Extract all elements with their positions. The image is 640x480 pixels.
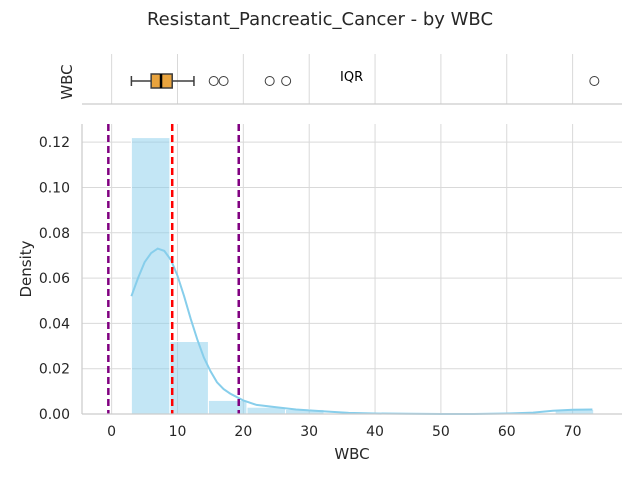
y-tick-label: 0.12 <box>39 135 70 151</box>
histogram-bars <box>130 137 595 415</box>
reference-lines <box>107 124 240 414</box>
x-tick-label: 40 <box>366 424 384 440</box>
x-tick-label: 20 <box>234 424 252 440</box>
histogram-xlabel: WBC <box>334 445 369 463</box>
y-tick-label: 0.04 <box>39 316 70 332</box>
histogram-tick-labels: 0 10 20 30 40 50 60 70 0.00 0.02 0.04 0.06 0.08 0.10 0… <box>39 135 582 440</box>
histogram-bar <box>130 137 171 415</box>
histogram-panel: 0 10 20 30 40 50 60 70 0.00 0.02 0.04 0.06 0.08 0.10 0… <box>17 124 622 463</box>
histogram-bar <box>207 399 248 415</box>
box-plot-gridlines <box>111 54 574 104</box>
x-tick-label: 30 <box>300 424 318 440</box>
outlier-point <box>264 76 275 86</box>
outlier-point <box>208 76 219 86</box>
x-tick-label: 50 <box>432 424 450 440</box>
y-tick-label: 0.00 <box>39 407 70 423</box>
x-tick-label: 0 <box>107 424 116 440</box>
x-tick-label: 60 <box>498 424 516 440</box>
y-tick-label: 0.10 <box>39 180 70 196</box>
box-plot-ylabel: WBC <box>58 64 76 99</box>
iqr-annotation: IQR <box>340 70 363 85</box>
x-tick-label: 70 <box>564 424 582 440</box>
histogram-ylabel: Density <box>17 240 35 297</box>
outlier-point <box>589 76 600 86</box>
chart-title: Resistant_Pancreatic_Cancer - by WBC <box>147 9 493 30</box>
y-tick-label: 0.02 <box>39 362 70 378</box>
box-plot-marks <box>130 73 600 89</box>
y-tick-label: 0.08 <box>39 226 70 242</box>
y-tick-label: 0.06 <box>39 271 70 287</box>
outlier-point <box>218 76 229 86</box>
box-plot-panel: WBC IQR <box>58 54 622 105</box>
x-tick-label: 10 <box>169 424 187 440</box>
outlier-point <box>281 76 292 86</box>
